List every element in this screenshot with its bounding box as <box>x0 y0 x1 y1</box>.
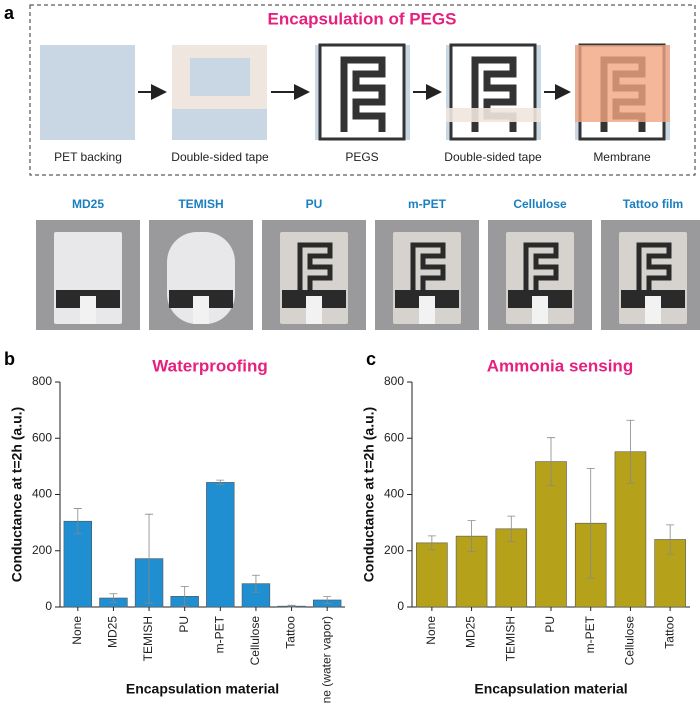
x-axis-title: Encapsulation material <box>126 681 279 697</box>
y-tick-label: 400 <box>32 487 52 501</box>
x-tick-label: Tattoo <box>284 616 298 649</box>
error-bar <box>109 593 118 603</box>
x-tick-label: Cellulose <box>623 616 637 666</box>
electrode-gap <box>419 296 435 324</box>
electrode-gap <box>80 296 96 324</box>
pegs <box>320 45 404 139</box>
pegs-pattern <box>636 242 672 292</box>
y-tick-label: 600 <box>384 430 404 444</box>
electrode-gap <box>306 296 322 324</box>
membrane <box>575 45 670 122</box>
material-label: Tattoo film <box>623 197 683 211</box>
panel-title: Encapsulation of PEGS <box>268 9 457 28</box>
x-tick-label: m-PET <box>212 615 226 653</box>
panel-label: c <box>366 349 376 369</box>
error-bar <box>145 513 154 604</box>
error-bar <box>251 574 260 593</box>
pet-backing <box>40 45 135 140</box>
pegs <box>451 45 535 139</box>
y-tick-label: 800 <box>32 374 52 388</box>
x-tick-label: MD25 <box>106 616 120 648</box>
y-tick-label: 400 <box>384 487 404 501</box>
y-tick-label: 0 <box>397 599 404 613</box>
step-label: Membrane <box>593 150 651 164</box>
error-bar <box>626 419 635 484</box>
error-bar <box>427 535 436 551</box>
x-tick-label: PU <box>543 616 557 633</box>
step-label: PET backing <box>54 150 122 164</box>
step-label: PEGS <box>345 150 378 164</box>
error-bar <box>507 515 516 542</box>
x-tick-label: MD25 <box>464 616 478 648</box>
electrode-gap <box>193 296 209 324</box>
material-label: Cellulose <box>513 197 567 211</box>
dashed-frame <box>29 4 696 176</box>
x-tick-label: TEMISH <box>141 616 155 661</box>
y-tick-label: 200 <box>32 543 52 557</box>
y-tick-label: 600 <box>32 430 52 444</box>
x-tick-label: Tattoo <box>662 616 676 649</box>
error-bar <box>73 508 82 535</box>
tape <box>446 108 541 122</box>
error-bar <box>666 524 675 555</box>
y-tick-label: 0 <box>45 599 52 613</box>
tape-window <box>190 58 250 96</box>
x-axis-title: Encapsulation material <box>474 681 627 697</box>
electrode-gap <box>532 296 548 324</box>
error-bar <box>467 520 476 552</box>
chart-title: Ammonia sensing <box>487 356 633 375</box>
x-tick-label: m-PET <box>583 615 597 653</box>
step-label: Double-sided tape <box>171 150 269 164</box>
bar <box>63 520 93 608</box>
x-tick-label: PU <box>177 616 191 633</box>
y-axis-title: Conductance at t=2h (a.u.) <box>361 407 377 582</box>
error-bar <box>547 437 555 486</box>
x-tick-label: Cellulose <box>248 616 262 666</box>
error-bar <box>216 479 225 486</box>
error-bar <box>180 586 189 607</box>
step-label: Double-sided tape <box>444 150 542 164</box>
panel-label: a <box>4 3 15 23</box>
chart-title: Waterproofing <box>152 356 268 375</box>
x-tick-label: None <box>424 616 438 645</box>
x-tick-label: None <box>70 616 84 645</box>
material-label: PU <box>306 197 323 211</box>
pegs-pattern <box>410 242 446 292</box>
pegs-pattern <box>523 242 559 292</box>
error-bar <box>323 596 332 604</box>
error-bar <box>586 467 595 579</box>
material-label: m-PET <box>408 197 447 211</box>
bar <box>416 542 448 608</box>
material-label: MD25 <box>72 197 104 211</box>
y-axis-title: Conductance at t=2h (a.u.) <box>9 407 25 582</box>
x-tick-label: TEMISH <box>503 616 517 661</box>
bar <box>206 482 235 608</box>
y-tick-label: 800 <box>384 374 404 388</box>
material-label: TEMISH <box>178 197 223 211</box>
electrode-gap <box>645 296 661 324</box>
panel-label: b <box>4 349 15 369</box>
x-tick-label: None (water vapor) <box>319 616 333 703</box>
pegs-pattern <box>297 242 333 292</box>
y-tick-label: 200 <box>384 543 404 557</box>
